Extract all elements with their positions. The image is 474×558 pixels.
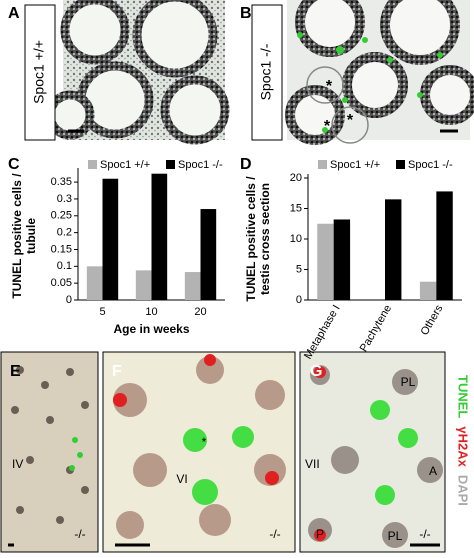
y-tick-label: 0.15: [51, 243, 72, 255]
x-tick-label: 5: [99, 306, 105, 318]
x-tick-label: 20: [194, 306, 206, 318]
y-tick-label: 15: [290, 202, 302, 214]
panel-label: F: [112, 363, 122, 380]
asterisk: *: [347, 112, 354, 129]
bar: [102, 178, 119, 300]
legend-swatch: [88, 160, 97, 169]
y-tick-label: 10: [290, 233, 302, 245]
side-label: Spoc1 +/+: [31, 40, 47, 104]
panel-label: C: [8, 156, 20, 173]
micrograph-e: [0, 351, 99, 553]
panel-label: A: [8, 5, 20, 22]
legend-label: Spoc1 -/-: [408, 159, 453, 171]
panel-annotation: VI: [176, 472, 187, 486]
x-axis-label: Age in weeks: [113, 322, 189, 336]
stain-legend: γH2Ax: [456, 426, 471, 467]
y-tick-label: 0: [66, 294, 72, 306]
legend-swatch: [396, 160, 405, 169]
panel-label: D: [240, 156, 252, 173]
panel-annotation: -/-: [419, 527, 430, 541]
micrograph-a: [45, 0, 230, 145]
y-tick-label: 0.05: [51, 277, 72, 289]
y-tick-label: 0.3: [57, 193, 72, 205]
bar: [333, 219, 351, 300]
panel-annotation: PL: [388, 529, 403, 543]
stain-legend: TUNEL: [456, 375, 471, 418]
micrograph-f: [102, 351, 296, 553]
bar: [317, 223, 334, 300]
y-axis-label: TUNEL positive cells /: [244, 176, 258, 302]
legend-label: Spoc1 -/-: [178, 159, 223, 171]
legend-label: Spoc1 +/+: [100, 159, 150, 171]
panel-annotation: P: [316, 527, 324, 541]
y-tick-label: 0: [296, 294, 302, 306]
bar: [200, 209, 217, 300]
side-box: [251, 4, 283, 141]
x-tick-label: 10: [145, 306, 157, 318]
panel-label: E: [10, 363, 21, 380]
bar: [135, 270, 152, 300]
panel-annotation: -/-: [74, 527, 85, 541]
y-tick-label: 5: [296, 263, 302, 275]
y-tick-label: 20: [290, 172, 302, 184]
y-tick-label: 0.25: [51, 210, 72, 222]
micrograph-b: [285, 0, 474, 145]
panel-label: B: [240, 5, 252, 22]
y-tick-label: 0.2: [57, 227, 72, 239]
bar: [385, 199, 402, 300]
panel-annotation: *: [202, 435, 207, 449]
panel-label: G: [310, 363, 322, 380]
micrograph-g: [299, 351, 446, 553]
bar: [151, 173, 168, 300]
panel-annotation: PL: [401, 375, 416, 389]
side-label: Spoc1 -/-: [258, 43, 274, 100]
y-tick-label: 0.1: [57, 260, 72, 272]
y-axis-label: TUNEL positive cells /: [10, 173, 24, 299]
bar: [86, 266, 103, 300]
asterisk: *: [324, 118, 331, 135]
side-box: [24, 4, 56, 141]
panel-annotation: VII: [305, 457, 320, 471]
asterisk: *: [326, 78, 333, 95]
legend-label: Spoc1 +/+: [330, 159, 380, 171]
panel-annotation: A: [429, 464, 437, 478]
legend-swatch: [166, 160, 175, 169]
y-axis-label: testis cross section: [258, 183, 272, 295]
y-axis-label: tubule: [24, 218, 38, 254]
x-tick-label: Others: [419, 303, 446, 338]
panel-annotation: IV: [12, 457, 23, 471]
y-tick-label: 0.35: [51, 176, 72, 188]
bar: [184, 272, 201, 300]
x-tick-label: Pachytene: [358, 303, 394, 354]
bar: [419, 281, 437, 300]
legend-swatch: [318, 160, 327, 169]
panel-annotation: -/-: [269, 527, 280, 541]
bar: [436, 191, 453, 300]
stain-legend: DAPI: [456, 475, 471, 506]
